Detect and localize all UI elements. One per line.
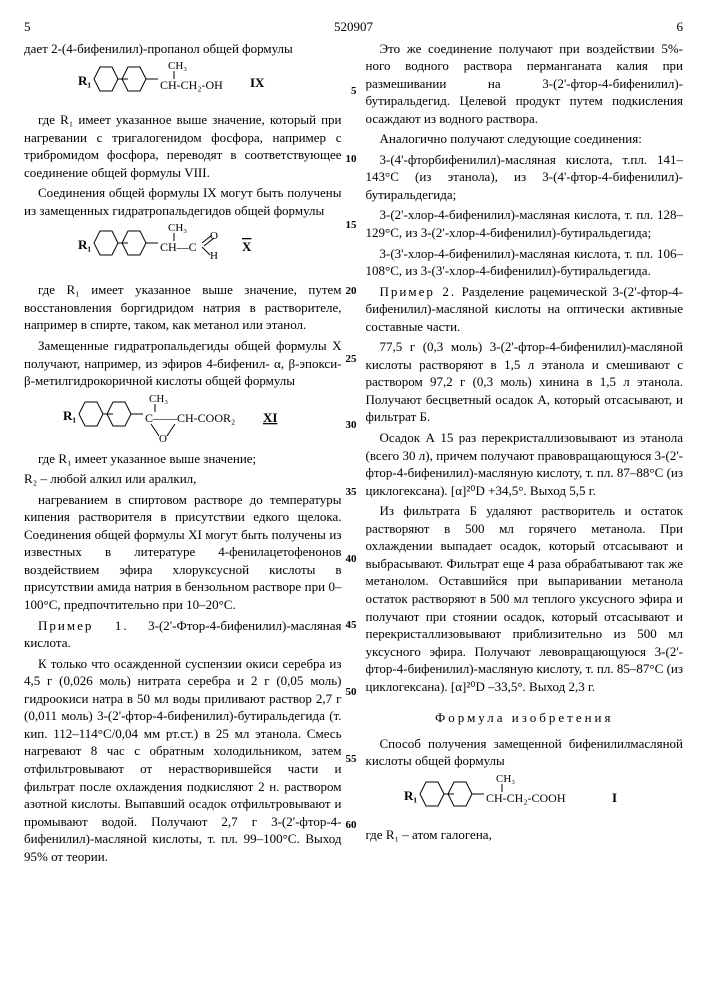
svg-text:O: O xyxy=(159,433,167,444)
svg-text:CH₃: CH₃ xyxy=(496,774,515,785)
para: дает 2-(4-бифенилил)-пропанол общей форм… xyxy=(24,40,342,58)
svg-text:R₁: R₁ xyxy=(78,237,91,252)
patent-number: 520907 xyxy=(334,18,373,36)
para: 3-(2'-хлор-4-бифенилил)-масляная кислота… xyxy=(366,206,684,241)
claims-title: Формула изобретения xyxy=(366,709,684,727)
svg-text:I: I xyxy=(612,790,617,805)
lineno: 60 xyxy=(343,818,357,833)
para: Осадок А 15 раз перекристаллизовывают из… xyxy=(366,429,684,499)
formula-i: R₁ CH₃ CH-CH₂-COOH I xyxy=(366,774,684,820)
lineno: 50 xyxy=(343,685,357,700)
page-right: 6 xyxy=(677,18,684,36)
lineno: 20 xyxy=(343,284,357,299)
para: где R₁ имеет указанное выше значение, ко… xyxy=(24,111,342,181)
para: 3-(4'-фторбифенилил)-масляная кислота, т… xyxy=(366,151,684,204)
example-1: Пример 1. 3-(2'-Фтор-4-бифенилил)-маслян… xyxy=(24,617,342,652)
para: R₂ – любой алкил или аралкил, xyxy=(24,470,342,488)
svg-text:CH₃: CH₃ xyxy=(168,223,187,234)
lineno: 5 xyxy=(343,84,357,99)
example-title: Пример 2. xyxy=(380,284,457,299)
para: Аналогично получают следующие соединения… xyxy=(366,130,684,148)
lineno: 45 xyxy=(343,618,357,633)
example-2: Пример 2. Разделение рацемической 3-(2'-… xyxy=(366,283,684,336)
para: Замещенные гидратропальдегиды общей форм… xyxy=(24,337,342,390)
svg-text:C——CH-COOR₂: C——CH-COOR₂ xyxy=(145,411,235,425)
para: Это же соединение получают при воздейств… xyxy=(366,40,684,128)
svg-text:X: X xyxy=(242,239,252,254)
lineno: 25 xyxy=(343,352,357,367)
svg-text:CH—C: CH—C xyxy=(160,240,197,254)
svg-text:CH₃: CH₃ xyxy=(168,61,187,72)
lineno: 40 xyxy=(343,552,357,567)
para: 77,5 г (0,3 моль) 3-(2'-фтор-4-бифенилил… xyxy=(366,338,684,426)
lineno: 10 xyxy=(343,152,357,167)
para: где R₁ имеет указанное выше значение, пу… xyxy=(24,281,342,334)
para: 3-(3'-хлор-4-бифенилил)-масляная кислота… xyxy=(366,245,684,280)
para: нагреванием в спиртовом растворе до темп… xyxy=(24,491,342,614)
svg-text:IX: IX xyxy=(250,75,265,90)
svg-text:CH-CH₂-OH: CH-CH₂-OH xyxy=(160,78,223,92)
svg-text:CH-CH₂-COOH: CH-CH₂-COOH xyxy=(486,791,566,805)
svg-text:CH₃: CH₃ xyxy=(149,394,168,405)
formula-x: R₁ CH₃ CH—C O H X xyxy=(24,223,342,275)
svg-text:H: H xyxy=(210,250,218,262)
svg-text:R₁: R₁ xyxy=(404,788,417,803)
para: Способ получения замещенной бифенилилмас… xyxy=(366,735,684,770)
formula-xi: R₁ CH₃ C——CH-COOR₂ O XI xyxy=(24,394,342,444)
svg-text:R₁: R₁ xyxy=(63,408,76,423)
lineno: 55 xyxy=(343,752,357,767)
formula-ix: R₁ CH₃ CH-CH₂-OH IX xyxy=(24,61,342,105)
para: К только что осажденной суспензии окиси … xyxy=(24,655,342,866)
para: Соединения общей формулы IX могут быть п… xyxy=(24,184,342,219)
para: где R₁ имеет указанное выше значение; xyxy=(24,450,342,468)
right-column: Это же соединение получают при воздейств… xyxy=(366,40,684,869)
left-column: 5 10 15 20 25 30 35 40 45 50 55 60 дает … xyxy=(24,40,342,869)
svg-text:XI: XI xyxy=(263,410,277,425)
example-title: Пример 1. xyxy=(38,618,129,633)
lineno: 15 xyxy=(343,218,357,233)
lineno: 35 xyxy=(343,485,357,500)
page-left: 5 xyxy=(24,18,31,36)
lineno: 30 xyxy=(343,418,357,433)
para: где R₁ – атом галогена, xyxy=(366,826,684,844)
para: Из фильтрата Б удаляют растворитель и ос… xyxy=(366,502,684,695)
svg-text:R₁: R₁ xyxy=(78,73,91,88)
